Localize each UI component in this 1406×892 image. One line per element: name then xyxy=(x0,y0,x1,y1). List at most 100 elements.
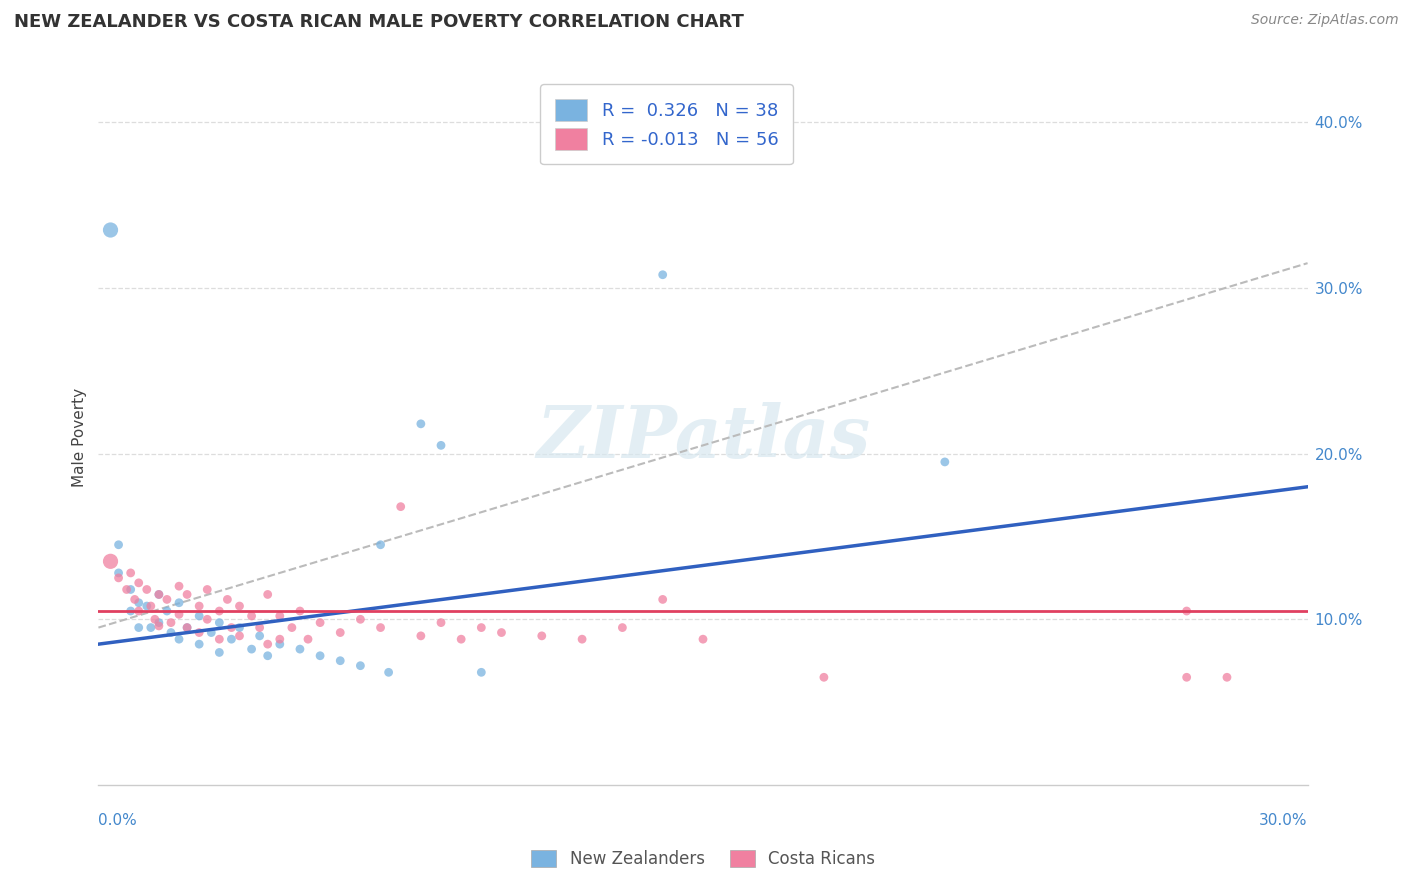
Point xyxy=(208,632,231,647)
Point xyxy=(409,417,432,431)
Point xyxy=(188,625,211,640)
Point xyxy=(217,592,239,607)
Point xyxy=(309,615,332,630)
Point xyxy=(143,612,166,626)
Point xyxy=(249,629,271,643)
Point xyxy=(256,648,278,663)
Legend: R =  0.326   N = 38, R = -0.013   N = 56: R = 0.326 N = 38, R = -0.013 N = 56 xyxy=(540,85,793,164)
Point xyxy=(692,632,714,647)
Point xyxy=(349,612,371,626)
Point xyxy=(156,604,179,618)
Point xyxy=(256,587,278,601)
Point xyxy=(651,592,673,607)
Point xyxy=(934,455,956,469)
Point xyxy=(288,604,311,618)
Point xyxy=(148,619,170,633)
Text: NEW ZEALANDER VS COSTA RICAN MALE POVERTY CORRELATION CHART: NEW ZEALANDER VS COSTA RICAN MALE POVERT… xyxy=(14,13,744,31)
Point xyxy=(1175,604,1198,618)
Point xyxy=(160,625,183,640)
Point xyxy=(100,554,122,568)
Point xyxy=(107,566,129,580)
Point xyxy=(269,609,291,624)
Point xyxy=(107,538,129,552)
Point xyxy=(221,632,243,647)
Point xyxy=(228,599,250,613)
Point xyxy=(571,632,593,647)
Point xyxy=(612,621,634,635)
Point xyxy=(221,621,243,635)
Point xyxy=(208,645,231,659)
Text: ZIPatlas: ZIPatlas xyxy=(536,401,870,473)
Point xyxy=(228,629,250,643)
Point xyxy=(128,596,150,610)
Point xyxy=(156,592,179,607)
Point xyxy=(135,599,157,613)
Point xyxy=(430,615,453,630)
Text: 0.0%: 0.0% xyxy=(98,814,138,828)
Point xyxy=(115,582,138,597)
Point xyxy=(281,621,304,635)
Point xyxy=(240,609,263,624)
Point xyxy=(176,587,198,601)
Point xyxy=(651,268,673,282)
Point xyxy=(297,632,319,647)
Point xyxy=(329,654,352,668)
Point xyxy=(370,621,392,635)
Point xyxy=(128,621,150,635)
Y-axis label: Male Poverty: Male Poverty xyxy=(72,387,87,487)
Point xyxy=(167,632,190,647)
Point xyxy=(176,621,198,635)
Point xyxy=(409,629,432,643)
Point xyxy=(430,438,453,452)
Point xyxy=(491,625,513,640)
Point xyxy=(377,665,399,680)
Point xyxy=(349,658,371,673)
Point xyxy=(470,621,492,635)
Point xyxy=(167,607,190,622)
Text: 30.0%: 30.0% xyxy=(1260,814,1308,828)
Point xyxy=(228,621,250,635)
Point xyxy=(470,665,492,680)
Point xyxy=(124,592,146,607)
Point xyxy=(329,625,352,640)
Point xyxy=(107,571,129,585)
Point xyxy=(1175,670,1198,684)
Point xyxy=(135,582,157,597)
Point xyxy=(450,632,472,647)
Point xyxy=(148,587,170,601)
Point xyxy=(256,637,278,651)
Point xyxy=(148,587,170,601)
Point xyxy=(167,596,190,610)
Point xyxy=(188,609,211,624)
Point xyxy=(160,615,183,630)
Point xyxy=(195,612,218,626)
Point xyxy=(128,575,150,590)
Point xyxy=(530,629,553,643)
Point xyxy=(120,566,142,580)
Point xyxy=(139,599,162,613)
Point xyxy=(176,621,198,635)
Point xyxy=(200,625,222,640)
Point xyxy=(208,604,231,618)
Point xyxy=(139,621,162,635)
Point xyxy=(269,637,291,651)
Point xyxy=(148,615,170,630)
Point xyxy=(100,223,122,237)
Point xyxy=(120,582,142,597)
Point xyxy=(389,500,412,514)
Point xyxy=(370,538,392,552)
Point xyxy=(167,579,190,593)
Point xyxy=(288,642,311,657)
Point xyxy=(240,642,263,657)
Point xyxy=(269,632,291,647)
Point xyxy=(309,648,332,663)
Point xyxy=(188,599,211,613)
Legend: New Zealanders, Costa Ricans: New Zealanders, Costa Ricans xyxy=(524,843,882,875)
Point xyxy=(120,604,142,618)
Point xyxy=(195,582,218,597)
Text: Source: ZipAtlas.com: Source: ZipAtlas.com xyxy=(1251,13,1399,28)
Point xyxy=(128,604,150,618)
Point xyxy=(813,670,835,684)
Point xyxy=(188,637,211,651)
Point xyxy=(1216,670,1239,684)
